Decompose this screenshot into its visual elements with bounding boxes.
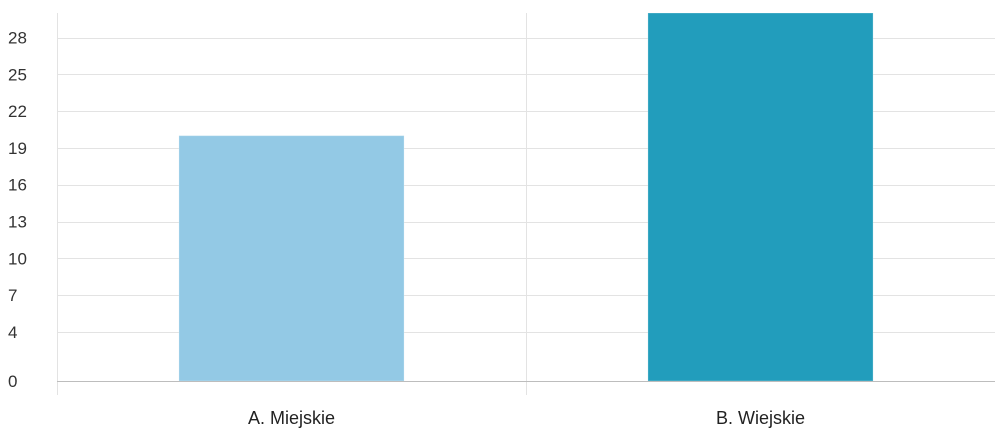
y-tick-label: 19 <box>8 139 27 158</box>
y-tick-label: 16 <box>8 176 27 195</box>
bar-2 <box>647 12 874 382</box>
x-category-label: A. Miejskie <box>248 408 335 428</box>
y-tick-label: 10 <box>8 249 27 268</box>
y-tick-label: 4 <box>8 323 17 342</box>
x-category-label: B. Wiejskie <box>716 408 805 428</box>
bars <box>178 12 874 382</box>
y-tick-label: 13 <box>8 213 27 232</box>
bar-1 <box>178 135 405 382</box>
y-tick-label: 7 <box>8 286 17 305</box>
y-tick-label: 22 <box>8 102 27 121</box>
y-tick-label: 0 <box>8 372 17 391</box>
y-tick-labels: 0 4 7 10 13 16 19 22 25 28 <box>8 29 27 391</box>
y-tick-label: 25 <box>8 65 27 84</box>
y-tick-label: 28 <box>8 29 27 48</box>
x-category-labels: A. Miejskie B. Wiejskie <box>248 408 805 428</box>
